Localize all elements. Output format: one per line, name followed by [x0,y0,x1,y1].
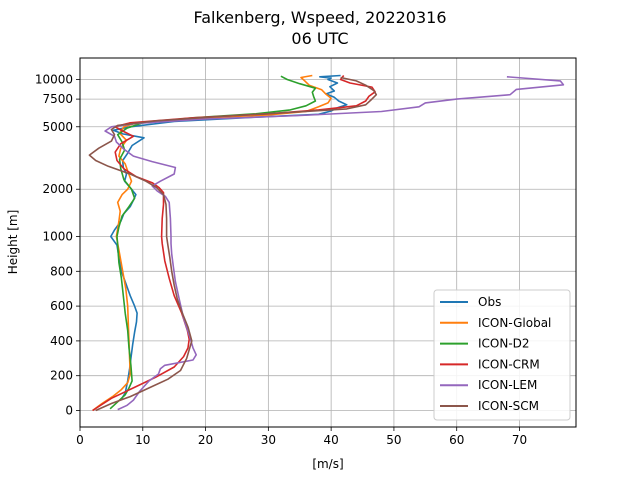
x-tick-label: 30 [261,433,276,447]
y-tick-label: 0 [65,404,73,418]
y-tick-label: 10000 [35,73,73,87]
y-tick-label: 400 [50,334,73,348]
y-tick-label: 7500 [42,92,73,106]
x-axis-label: [m/s] [312,457,343,471]
series-line-obs [110,74,348,401]
y-axis-label: Height [m] [6,210,20,275]
legend-label: ICON-Global [478,316,551,330]
y-tick-label: 800 [50,264,73,278]
plot-frame [79,57,577,428]
chart-subtitle: 06 UTC [291,29,348,48]
x-tick-label: 20 [198,433,213,447]
y-tick-label: 2000 [42,182,73,196]
y-tick-label: 1000 [42,230,73,244]
legend-label: Obs [478,295,501,309]
x-tick-label: 10 [135,433,150,447]
legend-label: ICON-LEM [478,378,537,392]
y-tick-label: 200 [50,369,73,383]
series-line-icon-lem [104,76,565,411]
legend: Obs ICON-Global ICON-D2 ICON-CRM ICON-LEM ICO… [433,289,571,421]
x-tick-label: 0 [76,433,84,447]
series-line-icon-d2 [109,75,317,410]
legend-label: ICON-D2 [478,337,530,351]
x-tick-label: 70 [512,433,527,447]
y-tick-label: 5000 [42,120,73,134]
x-tick-label: 60 [449,433,464,447]
legend-label: ICON-SCM [478,399,539,413]
legend-label: ICON-CRM [478,357,540,371]
series-line-icon-scm [88,76,378,412]
x-tick-label: 50 [386,433,401,447]
x-tick-label: 40 [323,433,338,447]
axis-ticks: 0 10 20 30 40 50 60 70 0 200 400 600 800 1000 2000 5000… [35,73,527,448]
series-line-icon-global [92,74,332,412]
y-tick-label: 600 [50,299,73,313]
series-lines [88,74,565,412]
chart-title: Falkenberg, Wspeed, 20220316 [193,8,446,27]
